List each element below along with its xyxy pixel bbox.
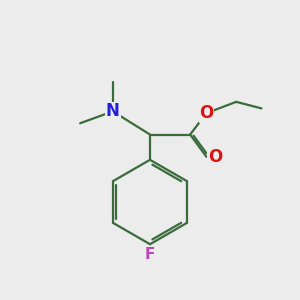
Text: O: O xyxy=(199,104,214,122)
Text: N: N xyxy=(106,102,120,120)
Text: O: O xyxy=(208,148,222,166)
Text: F: F xyxy=(145,247,155,262)
